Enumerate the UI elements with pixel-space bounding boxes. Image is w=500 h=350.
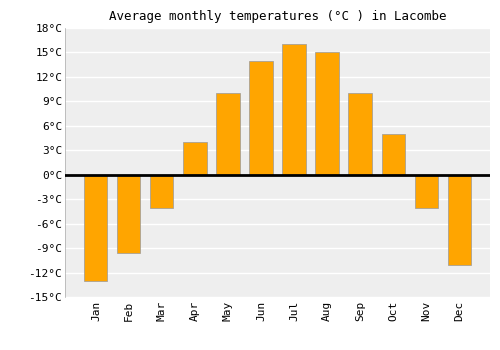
Bar	[118, 175, 141, 253]
Bar	[84, 175, 108, 281]
Bar	[414, 175, 438, 208]
Bar	[316, 52, 338, 175]
Bar	[150, 175, 174, 208]
Bar	[348, 93, 372, 175]
Title: Average monthly temperatures (°C ) in Lacombe: Average monthly temperatures (°C ) in La…	[109, 10, 446, 23]
Bar	[382, 134, 404, 175]
Bar	[250, 61, 272, 175]
Bar	[184, 142, 206, 175]
Bar	[448, 175, 470, 265]
Bar	[216, 93, 240, 175]
Bar	[282, 44, 306, 175]
